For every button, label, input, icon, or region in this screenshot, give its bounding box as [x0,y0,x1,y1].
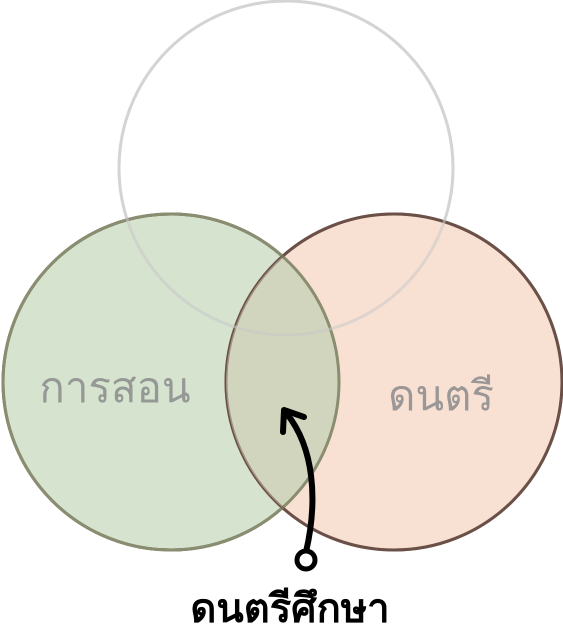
top-circle-outline [117,0,455,337]
pointer-arrow [284,411,316,555]
overlap-label: ดนตรีศึกษา [190,586,389,626]
left-circle-outline [1,212,341,552]
arrow-tail-dot [294,548,318,572]
arrowhead-icon [280,407,307,435]
right-circle-outline [224,212,563,552]
right-set-label: ดนตรี [388,371,494,420]
left-set-label: การสอน [39,363,190,412]
